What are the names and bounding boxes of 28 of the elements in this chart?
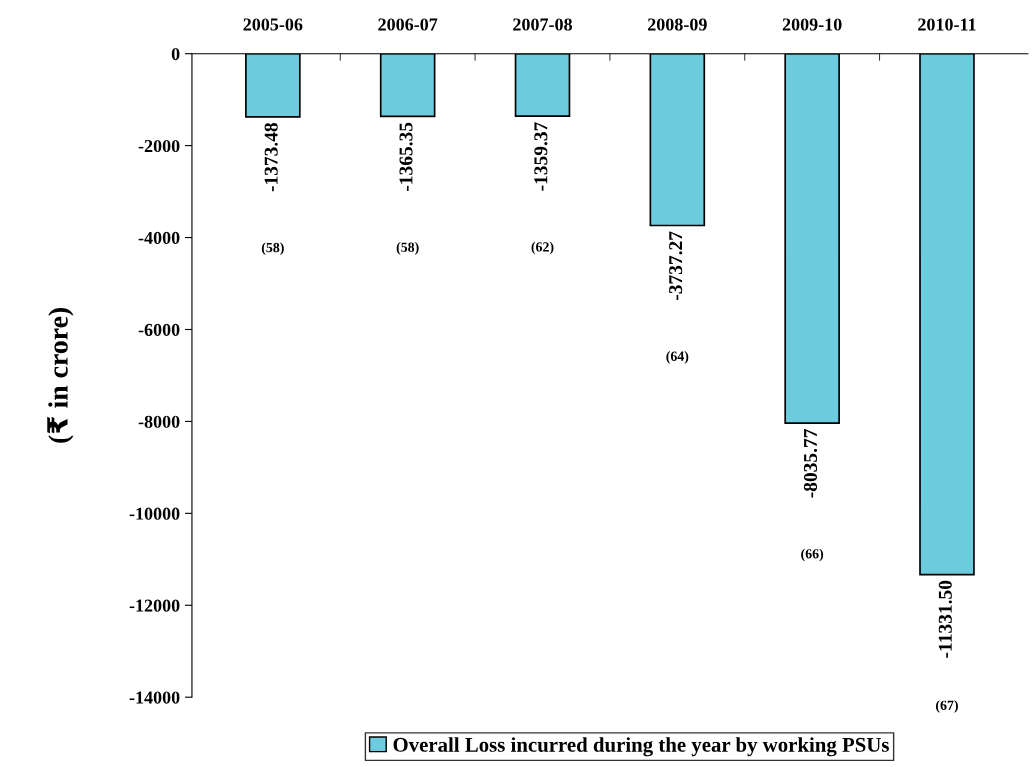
x-tick-label: 2007-08 — [513, 18, 572, 31]
y-tick-label: -6000 — [138, 323, 180, 336]
annotation: (62) — [531, 241, 554, 255]
data-label: -8035.77 — [803, 429, 818, 498]
annotation: (64) — [666, 351, 689, 364]
data-label: -11331.50 — [938, 580, 952, 658]
x-tick-label: 2010-11 — [918, 18, 976, 31]
x-tick-label: 2005-06 — [243, 18, 303, 31]
data-label: -1359.37 — [534, 122, 548, 191]
data-label: -1373.48 — [264, 123, 278, 192]
x-tick-label: 2009-10 — [782, 18, 842, 31]
annotation: (58) — [396, 242, 419, 255]
y-tick-label: -2000 — [138, 139, 180, 153]
data-label: -3737.27 — [669, 231, 683, 300]
x-tick-label: 2008-09 — [647, 18, 707, 31]
y-tick-label: -10000 — [129, 507, 180, 520]
legend-label: Overall Loss incurred during the year by working PSUs — [393, 737, 889, 757]
data-label: -1365.35 — [399, 122, 413, 191]
text: (67) — [936, 700, 958, 713]
y-axis-title: (₹ in crore) — [47, 308, 74, 443]
annotation: (66) — [801, 548, 824, 562]
y-tick-label: -14000 — [129, 691, 180, 704]
y-tick-label: -4000 — [138, 231, 180, 244]
annotation: (58) — [261, 242, 284, 256]
y-tick-label: -12000 — [129, 599, 180, 612]
x-tick-label: 2006-07 — [378, 18, 438, 31]
y-tick-label: 0 — [171, 47, 180, 61]
y-tick-label: -8000 — [138, 415, 180, 428]
